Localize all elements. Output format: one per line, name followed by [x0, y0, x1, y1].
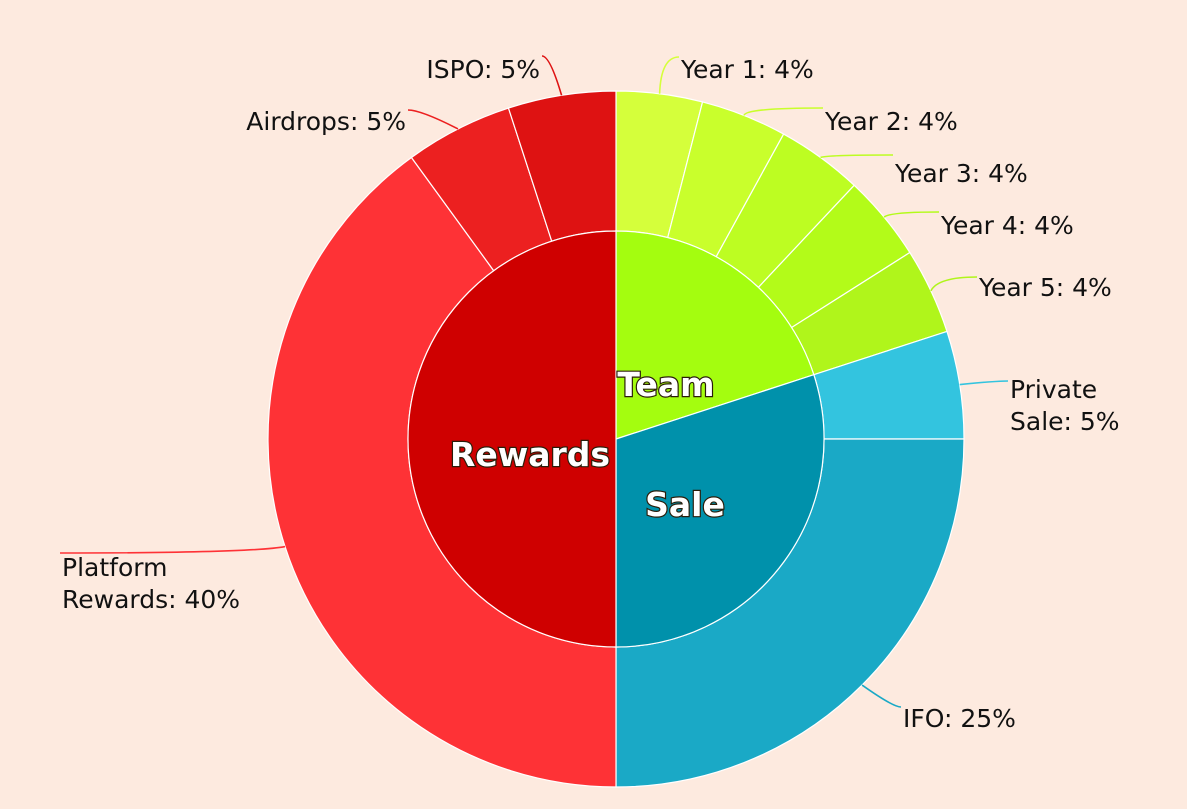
leader-line-platform-rewards: [59, 545, 286, 554]
leader-line-ifo: [861, 684, 902, 708]
outer-label-airdrops: Airdrops: 5%: [246, 107, 406, 136]
inner-labels: Team Sale Rewards: [449, 364, 726, 525]
outer-labels: Year 1: 4% Year 2: 4% Year 3: 4% Year 4: 4%…: [62, 55, 1120, 733]
inner-wedge-rewards: [407, 230, 617, 648]
leader-line-year-4: [883, 211, 940, 218]
leader-line-year-3: [820, 154, 894, 159]
outer-label-year-4: Year 4: 4%: [940, 211, 1074, 240]
outer-ring: [267, 90, 965, 788]
outer-label-platform-rewards: Platform Rewards: 40%: [62, 553, 240, 614]
leader-line-airdrops: [407, 109, 459, 130]
outer-label-year-3: Year 3: 4%: [894, 159, 1028, 188]
inner-wedge-sale: [615, 373, 825, 648]
inner-label-team: Team: [617, 365, 714, 404]
inner-ring: [407, 230, 825, 648]
leader-line-year-1: [658, 56, 680, 94]
leader-line-year-2: [743, 107, 824, 116]
inner-wedge-team: [615, 230, 815, 440]
outer-label-ifo: IFO: 25%: [903, 704, 1016, 733]
inner-label-rewards: Rewards: [450, 435, 610, 474]
leader-line-year-5: [930, 276, 978, 292]
outer-label-year-1: Year 1: 4%: [680, 55, 814, 84]
leader-line-private-sale: [959, 380, 1009, 386]
leader-line-ispo: [541, 55, 563, 96]
outer-label-year-5: Year 5: 4%: [978, 273, 1112, 302]
outer-label-ispo: ISPO: 5%: [426, 55, 540, 84]
leader-lines: [59, 55, 1009, 708]
outer-label-year-2: Year 2: 4%: [824, 107, 958, 136]
outer-label-private-sale: Private Sale: 5%: [1010, 375, 1120, 436]
inner-label-sale: Sale: [645, 485, 725, 524]
